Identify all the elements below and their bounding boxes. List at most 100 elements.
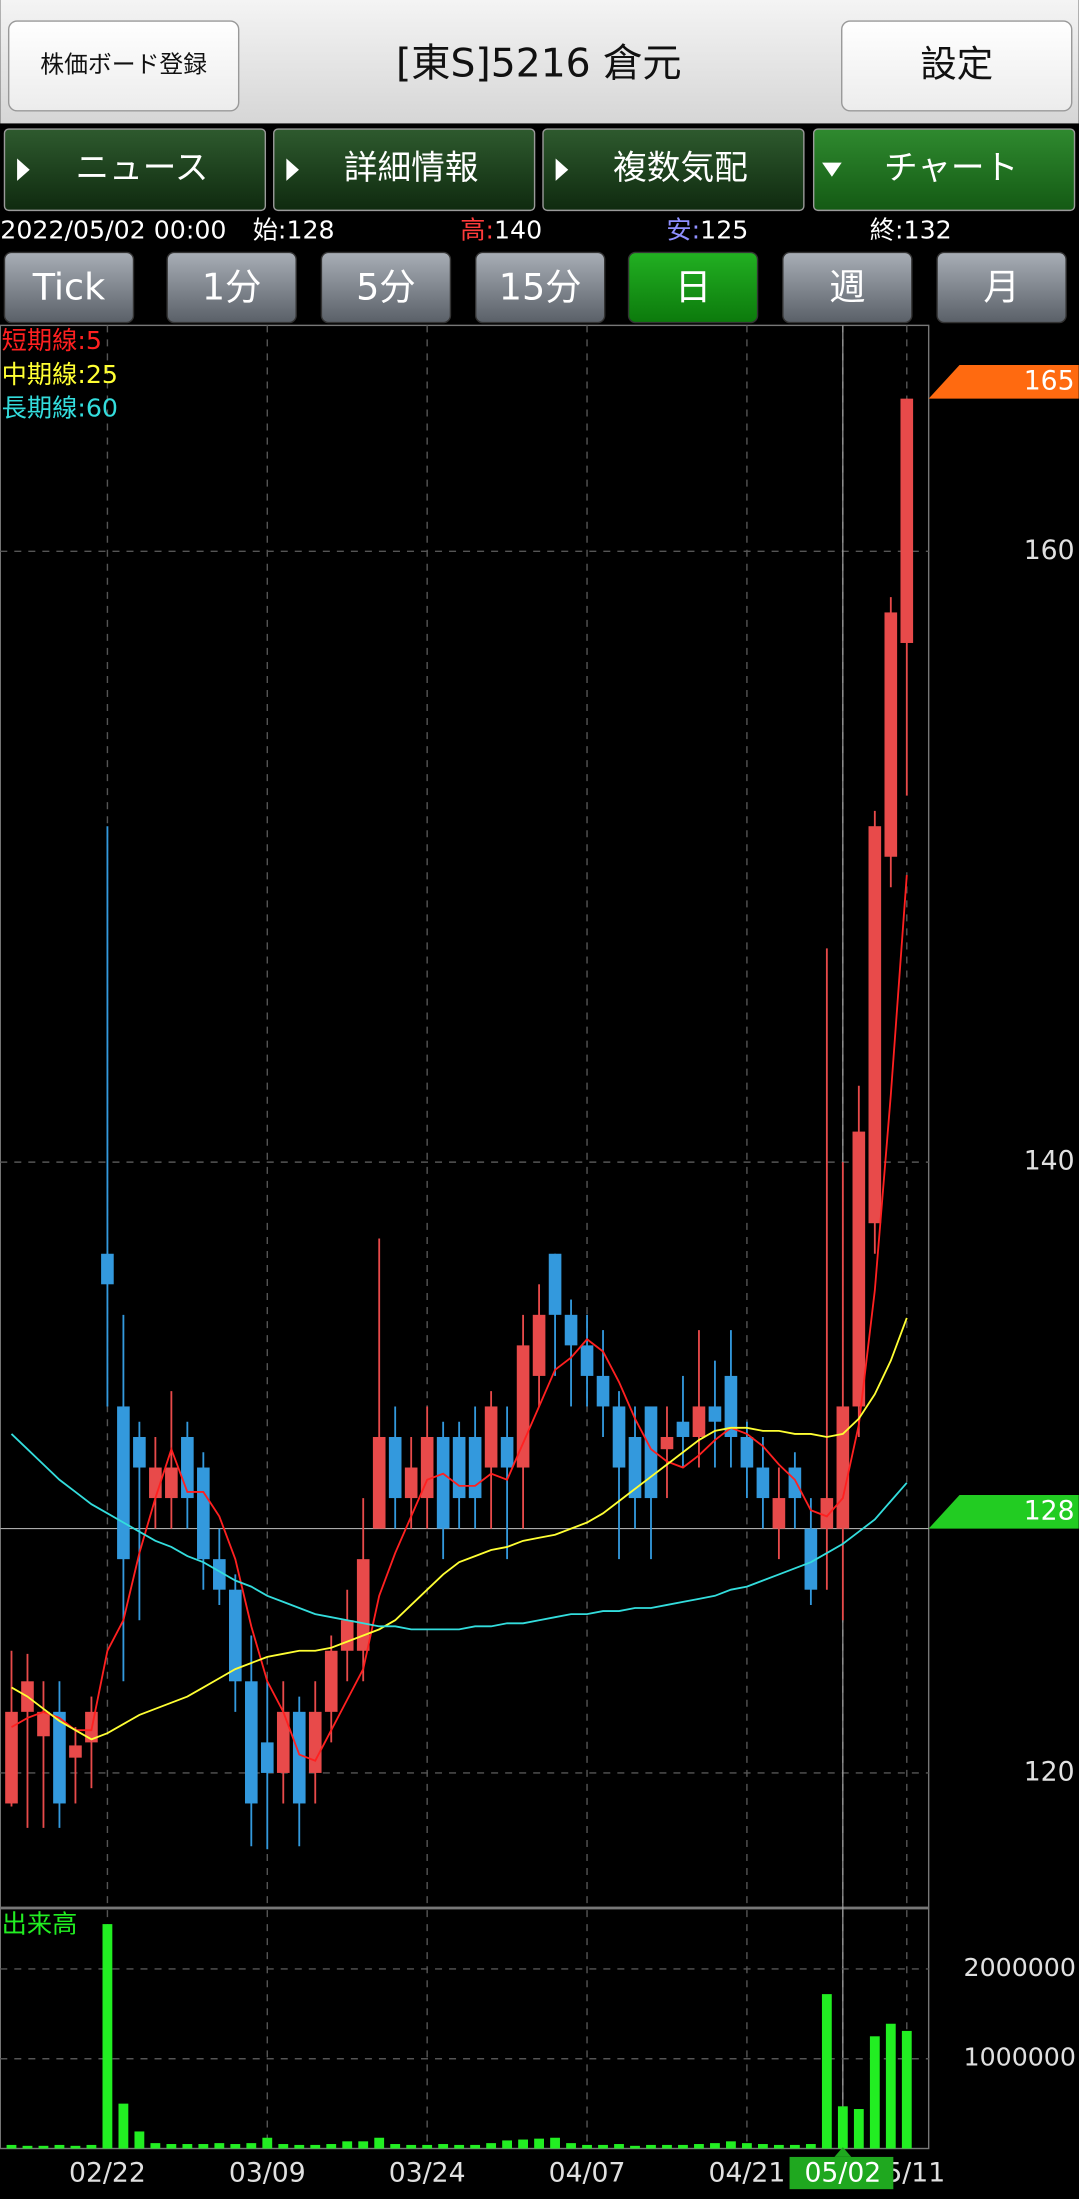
- candle-body: [708, 1406, 722, 1422]
- x-tick-label: 03/09: [229, 2157, 306, 2188]
- candle-body: [181, 1436, 194, 1499]
- volume-bar: [773, 2144, 784, 2149]
- moving-average-line: [11, 875, 908, 1762]
- candle-body: [53, 1711, 66, 1804]
- volume-bar: [502, 2140, 513, 2149]
- candle-body: [692, 1406, 706, 1437]
- settings-button-label[interactable]: 設定: [920, 42, 993, 85]
- period-label[interactable]: 月: [983, 265, 1019, 308]
- volume-bar: [550, 2137, 560, 2149]
- volume-bar: [294, 2144, 305, 2149]
- selected-date-pointer: [834, 2147, 852, 2157]
- candle-body: [260, 1742, 274, 1773]
- candle-body: [628, 1436, 642, 1499]
- selected-date-label: 05/02: [804, 2157, 881, 2188]
- period-button[interactable]: [936, 251, 1067, 324]
- price-pane: [0, 324, 930, 1908]
- tab-label[interactable]: ニュース: [75, 148, 208, 187]
- candle-body: [244, 1681, 258, 1804]
- period-button[interactable]: [474, 251, 606, 324]
- volume-bar: [901, 2030, 912, 2149]
- settings-button[interactable]: [841, 20, 1073, 112]
- tab-arrow: [822, 162, 842, 177]
- volume-bar: [182, 2144, 193, 2149]
- volume-bar: [518, 2139, 529, 2149]
- candle-body: [436, 1436, 450, 1529]
- volume-bar: [742, 2143, 752, 2149]
- tab[interactable]: [812, 128, 1076, 212]
- tab-label[interactable]: 複数気配: [613, 148, 748, 187]
- candle-body: [5, 1711, 18, 1804]
- volume-bar: [726, 2141, 736, 2149]
- info-close-label: 終:: [870, 215, 904, 244]
- volume-bar: [869, 2036, 880, 2149]
- volume-bar: [118, 2103, 129, 2149]
- candle-body: [101, 1253, 114, 1285]
- volume-bar: [582, 2144, 592, 2149]
- candle-body: [292, 1711, 306, 1804]
- candle-body: [532, 1314, 546, 1376]
- tab[interactable]: [3, 128, 267, 212]
- tab-arrow: [286, 158, 299, 181]
- tab[interactable]: [542, 128, 805, 212]
- volume-bar: [789, 2144, 800, 2149]
- candle-body: [276, 1711, 290, 1773]
- tab-label[interactable]: チャート: [884, 148, 1018, 187]
- period-label[interactable]: 15分: [499, 265, 582, 308]
- volume-bar: [54, 2144, 65, 2149]
- period-button[interactable]: [320, 251, 452, 324]
- volume-pane: [0, 1907, 930, 2150]
- candle-body: [213, 1559, 226, 1590]
- board-button[interactable]: [7, 20, 240, 112]
- tab-arrow: [555, 158, 569, 181]
- volume-bar: [358, 2141, 369, 2149]
- period-button[interactable]: [782, 251, 913, 324]
- header-title: [東S]5216 倉元: [396, 41, 682, 86]
- volume-bar: [70, 2145, 81, 2149]
- volume-bar: [662, 2144, 672, 2149]
- volume-bar: [390, 2144, 401, 2149]
- volume-bar: [374, 2137, 385, 2149]
- moving-average-line: [10, 1433, 908, 1631]
- volume-bar: [678, 2144, 688, 2149]
- y-tick-label: 120: [1024, 1756, 1075, 1787]
- volume-bar: [6, 2144, 17, 2149]
- period-label[interactable]: 週: [829, 265, 865, 308]
- tab[interactable]: [273, 128, 536, 212]
- selected-date-box: [789, 2156, 894, 2190]
- info-high-label: 高:: [460, 215, 494, 244]
- volume-bar: [86, 2144, 97, 2149]
- info-high: 140: [494, 215, 542, 244]
- moving-average-line: [11, 1317, 908, 1741]
- price-marker: [928, 364, 1079, 399]
- candle-body: [564, 1314, 578, 1346]
- candle-body: [804, 1528, 818, 1590]
- candle-body: [548, 1253, 562, 1315]
- info-date: 2022/05/02 00:00: [0, 215, 226, 244]
- candle-body: [308, 1711, 322, 1773]
- candle-body: [117, 1406, 130, 1560]
- candle-body: [724, 1375, 738, 1437]
- volume-bar: [805, 2144, 816, 2149]
- tab-label[interactable]: 詳細情報: [344, 148, 479, 187]
- period-button[interactable]: [166, 251, 297, 324]
- volume-bar: [310, 2144, 321, 2149]
- info-low: 125: [700, 215, 748, 244]
- period-label[interactable]: Tick: [32, 265, 105, 308]
- board-button-label[interactable]: 株価ボード登録: [40, 50, 207, 78]
- candle-body: [229, 1589, 242, 1682]
- candle-body: [820, 1498, 834, 1529]
- candle-body: [852, 1131, 866, 1407]
- volume-bar: [102, 1924, 113, 2149]
- candle-body: [500, 1436, 514, 1468]
- period-button[interactable]: [3, 251, 135, 324]
- period-label[interactable]: 1分: [202, 265, 262, 308]
- period-label[interactable]: 5分: [356, 265, 416, 308]
- period-button[interactable]: [627, 251, 759, 324]
- period-label[interactable]: 日: [675, 265, 711, 308]
- candle-body: [356, 1559, 370, 1651]
- candle-body: [340, 1620, 354, 1651]
- volume-bar: [198, 2144, 209, 2149]
- volume-bar: [214, 2143, 225, 2149]
